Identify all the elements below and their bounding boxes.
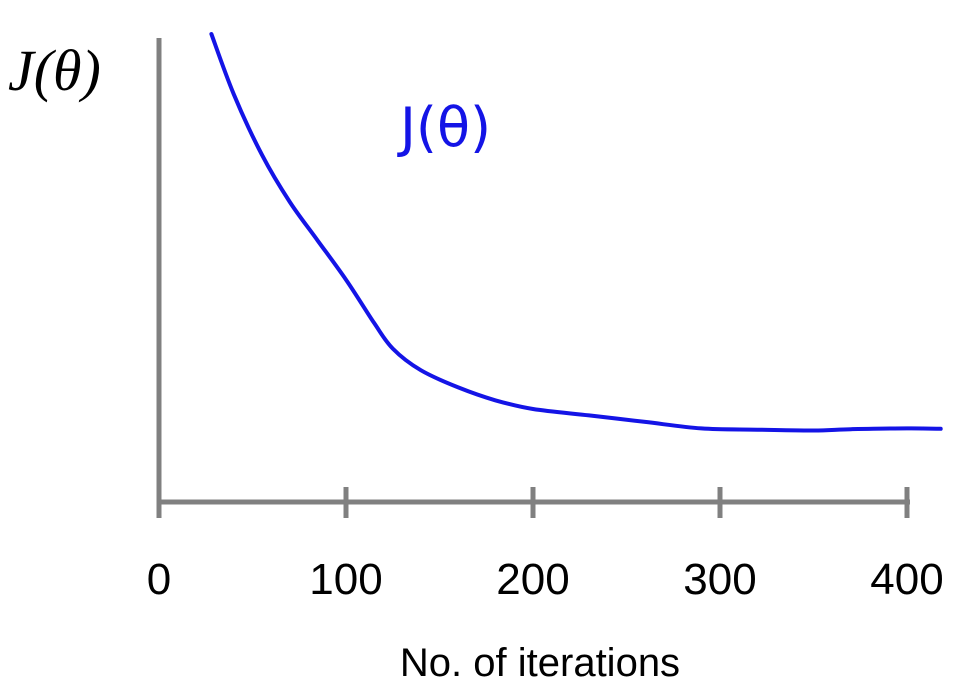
x-axis: 0 100 200 300 400 No. of iterations	[147, 487, 944, 685]
x-ticks: 0 100 200 300 400	[147, 487, 944, 604]
cost-curve-line	[209, 32, 943, 433]
y-axis: J(θ)	[8, 38, 162, 502]
series-layer	[209, 32, 943, 433]
y-axis-label: J(θ)	[8, 38, 101, 103]
x-tick-label: 200	[496, 555, 569, 604]
x-tick-label: 100	[309, 555, 382, 604]
x-tick-label: 0	[147, 555, 171, 604]
x-tick-label: 400	[870, 555, 943, 604]
x-axis-label: No. of iterations	[400, 641, 680, 685]
curve-annotation: J(θ)	[397, 96, 491, 159]
x-tick-label: 300	[683, 555, 756, 604]
